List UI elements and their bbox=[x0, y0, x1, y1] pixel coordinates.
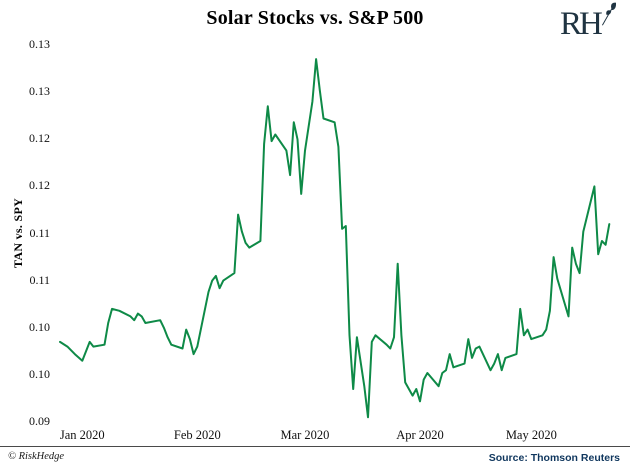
y-tick-label: 0.12 bbox=[29, 178, 50, 193]
x-tick-label: Mar 2020 bbox=[280, 428, 330, 442]
source-text: Source: Thomson Reuters bbox=[488, 452, 620, 464]
footer-divider bbox=[0, 446, 630, 447]
y-tick-label: 0.10 bbox=[29, 366, 50, 381]
x-tick-label: Jan 2020 bbox=[59, 428, 105, 442]
y-tick-label: 0.11 bbox=[29, 272, 50, 287]
y-tick-label: 0.10 bbox=[29, 319, 50, 334]
y-tick-label: 0.11 bbox=[29, 225, 50, 240]
x-tick-label: May 2020 bbox=[505, 428, 557, 442]
y-tick-label: 0.09 bbox=[29, 414, 50, 428]
riskhedge-logo: RH bbox=[560, 2, 616, 46]
chart-plot-area bbox=[59, 58, 611, 419]
logo-text: RH bbox=[560, 6, 603, 42]
x-tick-label: Apr 2020 bbox=[396, 428, 444, 442]
copyright-text: © RiskHedge bbox=[8, 451, 65, 462]
y-tick-label: 0.13 bbox=[29, 84, 50, 99]
y-tick-label: 0.12 bbox=[29, 131, 50, 146]
y-tick-label: 0.13 bbox=[29, 37, 50, 51]
leaf-icon bbox=[601, 2, 616, 26]
x-tick-label: Feb 2020 bbox=[173, 428, 221, 442]
tan-vs-spy-line bbox=[59, 58, 611, 419]
chart-title: Solar Stocks vs. S&P 500 bbox=[206, 7, 424, 29]
